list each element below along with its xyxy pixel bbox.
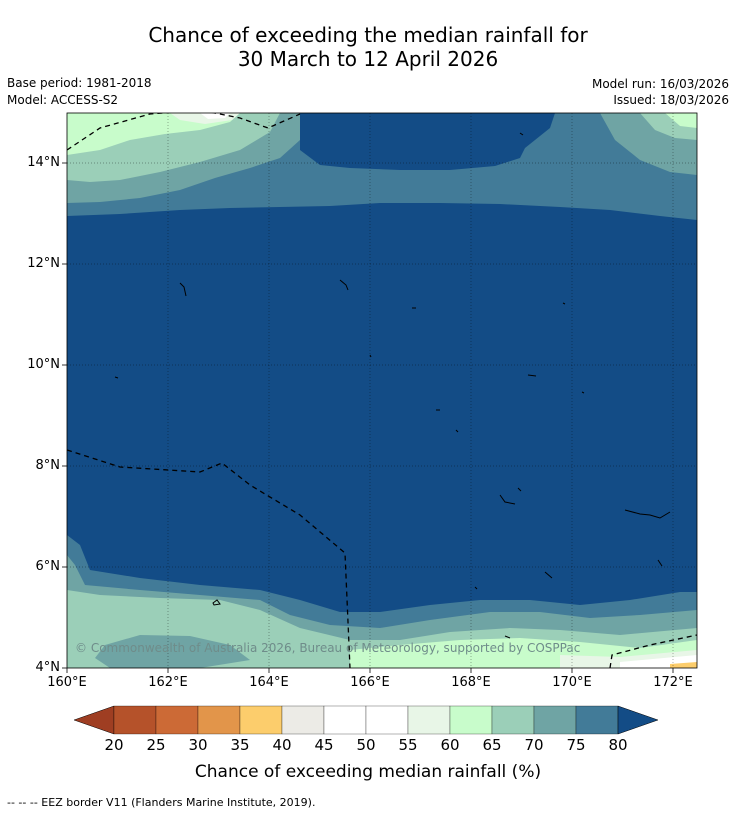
- colorbar-tick-label: 50: [356, 736, 376, 754]
- lon-tick-label: 160°E: [47, 675, 87, 690]
- model-label: Model: ACCESS-S2: [7, 93, 119, 107]
- map-title-line1: Chance of exceeding the median rainfall …: [148, 23, 588, 47]
- rainfall-probability-field: [67, 113, 697, 668]
- colorbar-tick-label: 40: [272, 736, 292, 754]
- colorbar-bin: [449, 705, 493, 735]
- base-period-label: Base period: 1981-2018: [7, 76, 152, 90]
- colorbar-bin: [281, 705, 325, 735]
- colorbar-bin: [197, 705, 241, 735]
- colorbar-tick-label: 70: [524, 736, 544, 754]
- southeast-band-35: [670, 662, 697, 668]
- colorbar-tick-label: 80: [608, 736, 628, 754]
- colorbar-tick-label: 30: [188, 736, 208, 754]
- lon-tick-label: 170°E: [552, 675, 592, 690]
- colorbar-bin: [155, 705, 199, 735]
- colorbar-tick-label: 55: [398, 736, 418, 754]
- colorbar: [73, 705, 659, 735]
- colorbar-bin: [491, 705, 535, 735]
- colorbar-bin: [323, 705, 367, 735]
- map-title-line2: 30 March to 12 April 2026: [237, 47, 499, 71]
- colorbar-tick-label: 65: [482, 736, 502, 754]
- issued-label: Issued: 18/03/2026: [613, 93, 729, 107]
- colorbar-tick-label: 20: [104, 736, 124, 754]
- lon-tick-label: 172°E: [653, 675, 693, 690]
- lon-tick-label: 164°E: [249, 675, 289, 690]
- north-band-60-east: [665, 113, 697, 128]
- map-frame: [66, 112, 698, 669]
- colorbar-bin: [575, 705, 619, 735]
- colorbar-bin: [533, 705, 577, 735]
- graticule: [67, 113, 697, 668]
- north-deep-lobe: [300, 113, 555, 170]
- colorbar-tick-label: 60: [440, 736, 460, 754]
- eez-border: [67, 113, 697, 668]
- lat-tick-label: 14°N: [27, 155, 60, 170]
- north-band-60: [67, 113, 240, 155]
- colorbar-bin: [365, 705, 409, 735]
- colorbar-high-arrow: [617, 705, 659, 735]
- lon-tick-label: 168°E: [451, 675, 491, 690]
- colorbar-bin: [407, 705, 451, 735]
- eez-footnote: -- -- -- EEZ border V11 (Flanders Marine…: [7, 796, 316, 809]
- lon-tick-label: 162°E: [148, 675, 188, 690]
- copyright-notice: © Commonwealth of Australia 2026, Bureau…: [75, 641, 581, 655]
- lat-tick-label: 4°N: [35, 660, 61, 675]
- lat-tick-label: 8°N: [35, 458, 61, 473]
- colorbar-bin: [113, 705, 157, 735]
- islands: [114, 132, 671, 639]
- lon-tick-label: 166°E: [350, 675, 390, 690]
- southwest-pocket-70: [95, 635, 250, 668]
- colorbar-low-arrow: [73, 705, 115, 735]
- colorbar-tick-label: 45: [314, 736, 334, 754]
- colorbar-tick-label: 25: [146, 736, 166, 754]
- model-run-label: Model run: 16/03/2026: [591, 77, 729, 91]
- colorbar-tick-label: 75: [566, 736, 586, 754]
- colorbar-tick-label: 35: [230, 736, 250, 754]
- lat-tick-label: 10°N: [27, 357, 60, 372]
- axis-ticks: [62, 162, 674, 673]
- lat-tick-label: 12°N: [27, 256, 60, 271]
- colorbar-title: Chance of exceeding median rainfall (%): [194, 762, 542, 782]
- colorbar-bin: [239, 705, 283, 735]
- lat-tick-label: 6°N: [35, 559, 61, 574]
